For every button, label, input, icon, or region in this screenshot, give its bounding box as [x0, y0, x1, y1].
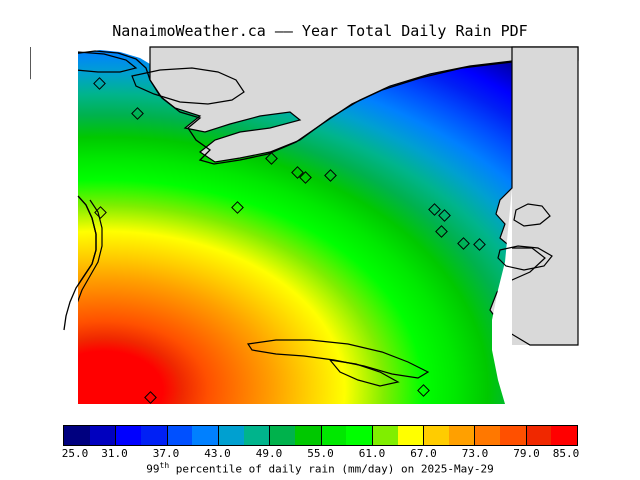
colorbar-tick	[166, 426, 168, 445]
colorbar-tick-label: 31.0	[101, 447, 128, 460]
colorbar-swatch	[269, 426, 295, 445]
colorbar-tick-label: 85.0	[552, 447, 580, 460]
colorbar-caption: 99th percentile of daily rain (mm/day) o…	[0, 461, 640, 476]
colorbar-swatch	[500, 426, 526, 445]
colorbar-swatch	[371, 426, 398, 445]
colorbar-swatch	[320, 426, 347, 445]
colorbar-tick-labels: 25.0 31.0 37.0 43.0 49.0 55.0 61.0 67.0 73.0 79.0…	[0, 447, 640, 461]
colorbar-swatch	[192, 426, 218, 445]
colorbar-tick-label: 25.0	[61, 447, 89, 460]
colorbar-swatch	[525, 426, 552, 445]
colorbar-swatch	[115, 426, 141, 445]
colorbar-tick	[217, 426, 219, 445]
station-marker[interactable]	[417, 384, 430, 397]
colorbar-swatch	[346, 426, 372, 445]
caption-text: percentile of daily rain (mm/day) on 202…	[169, 462, 494, 476]
caption-value: 99	[146, 462, 160, 476]
colorbar-tick	[115, 426, 117, 445]
colorbar-swatch	[448, 426, 475, 445]
colorbar-swatch	[397, 426, 424, 445]
colorbar-tick-label: 79.0	[513, 447, 540, 460]
colorbar-tick-label: 37.0	[152, 447, 180, 460]
station-marker[interactable]	[144, 391, 157, 404]
colorbar-tick-label: 55.0	[307, 447, 334, 460]
colorbar-swatch	[551, 426, 578, 445]
colorbar-tick-label: 67.0	[410, 447, 437, 460]
colorbar-swatch	[294, 426, 321, 445]
colorbar-swatch	[140, 426, 167, 445]
colorbar-tick	[525, 426, 527, 445]
colorbar-swatch	[474, 426, 501, 445]
colorbar-swatch	[166, 426, 193, 445]
colorbar-swatch	[243, 426, 270, 445]
colorbar-swatch	[217, 426, 244, 445]
colorbar-tick-label: 49.0	[255, 447, 283, 460]
colorbar-swatch	[64, 426, 90, 445]
page-title: NanaimoWeather.ca —— Year Total Daily Ra…	[112, 22, 528, 40]
colorbar-tick	[474, 426, 476, 445]
map-panel	[31, 47, 578, 345]
colorbar-tick	[269, 426, 271, 445]
colorbar-tick-label: 61.0	[358, 447, 386, 460]
colorbar-swatch	[423, 426, 449, 445]
colorbar-tick-label: 43.0	[204, 447, 231, 460]
colorbar-swatch	[89, 426, 116, 445]
colorbar-tick	[371, 426, 373, 445]
colorbar[interactable]	[63, 425, 578, 446]
colorbar-tick	[320, 426, 322, 445]
caption-ordinal-suffix: th	[159, 461, 170, 470]
coastline-south-islands	[246, 339, 430, 379]
colorbar-tick-label: 73.0	[461, 447, 489, 460]
coastline-south-islands-2	[328, 359, 400, 387]
colorbar-tick	[423, 426, 425, 445]
